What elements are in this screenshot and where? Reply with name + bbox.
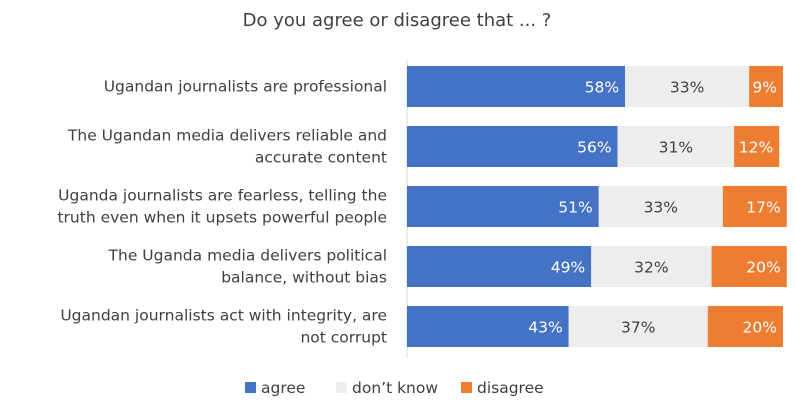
- legend-swatch: [461, 382, 472, 393]
- data-label: 56%: [577, 139, 611, 157]
- chart-title: Do you agree or disagree that ... ?: [243, 10, 552, 31]
- legend-label: disagree: [477, 379, 544, 397]
- bar-segment-disagree: [749, 66, 783, 107]
- bar-segment-agree: [407, 126, 618, 167]
- data-label: 12%: [739, 139, 773, 157]
- category-label: Ugandan journalists act with integrity, …: [60, 307, 387, 347]
- data-label: 51%: [558, 199, 592, 217]
- legend-label: don’t know: [352, 379, 438, 397]
- bar-segment-agree: [407, 246, 592, 287]
- category-label-line: Uganda journalists are fearless, telling…: [58, 187, 387, 205]
- data-label: 58%: [585, 79, 619, 97]
- category-label: The Uganda media delivers political balan…: [108, 247, 387, 287]
- legend-swatch: [336, 382, 347, 393]
- data-label: 20%: [743, 319, 777, 337]
- legend: agree don’t know disagree: [245, 379, 544, 397]
- data-label: 32%: [634, 259, 668, 277]
- category-label-line: Ugandan journalists act with integrity, …: [60, 307, 387, 325]
- category-label-line: The Ugandan media delivers reliable and: [67, 127, 387, 145]
- bar-segments: [407, 66, 787, 347]
- category-label-line: The Uganda media delivers political: [108, 247, 387, 265]
- data-label: 37%: [621, 319, 655, 337]
- category-label-line: accurate content: [255, 149, 387, 167]
- category-label-line: Ugandan journalists are professional: [104, 78, 387, 96]
- data-label: 43%: [528, 319, 562, 337]
- data-label: 20%: [746, 259, 780, 277]
- bar-segment-agree: [407, 186, 599, 227]
- data-label: 33%: [670, 79, 704, 97]
- category-label-line: truth even when it upsets powerful peopl…: [57, 209, 387, 227]
- legend-swatch: [245, 382, 256, 393]
- data-label: 49%: [551, 259, 585, 277]
- category-label: Ugandan journalists are professional: [104, 78, 387, 96]
- bar-segment-dontknow: [591, 246, 712, 287]
- bar-segment-disagree: [734, 126, 780, 167]
- bar-segment-disagree: [722, 186, 787, 227]
- bar-segment-disagree: [707, 306, 783, 347]
- bar-segment-disagree: [711, 246, 787, 287]
- category-labels: Ugandan journalists are professional The …: [57, 78, 387, 347]
- category-label-line: not corrupt: [300, 329, 387, 347]
- category-label: Uganda journalists are fearless, telling…: [57, 187, 387, 227]
- data-label: 9%: [752, 79, 777, 97]
- bar-segment-agree: [407, 66, 626, 107]
- legend-label: agree: [261, 379, 305, 397]
- data-labels: 58% 33% 9% 56% 31% 12% 51% 33% 17% 49% 32% 20% 43% 37…: [528, 79, 781, 337]
- bar-segment-dontknow: [568, 306, 708, 347]
- bar-segment-dontknow: [625, 66, 750, 107]
- bar-segment-agree: [407, 306, 569, 347]
- category-label-line: balance, without bias: [221, 269, 387, 287]
- data-label: 17%: [746, 199, 780, 217]
- data-label: 33%: [644, 199, 678, 217]
- data-label: 31%: [659, 139, 693, 157]
- bar-segment-dontknow: [598, 186, 723, 227]
- category-label: The Ugandan media delivers reliable and a…: [67, 127, 387, 167]
- bar-segment-dontknow: [617, 126, 735, 167]
